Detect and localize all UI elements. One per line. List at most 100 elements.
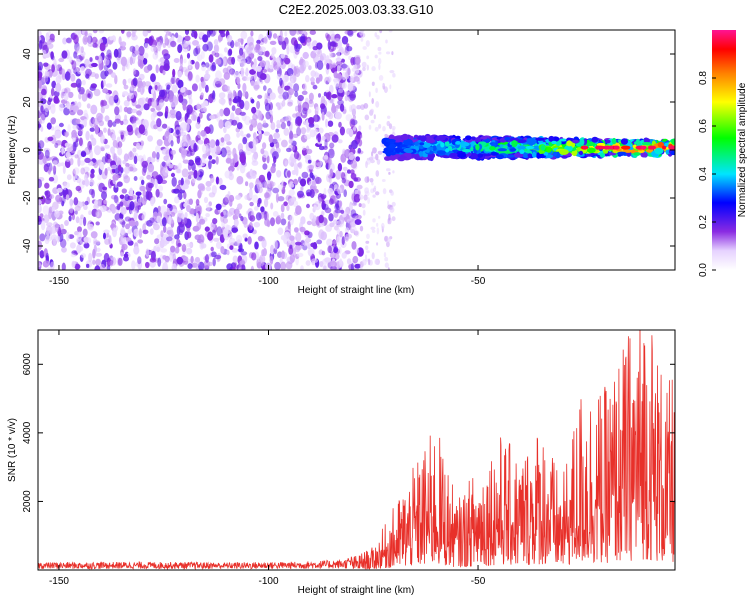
noise-speckle [329,84,334,94]
noise-speckle [305,189,313,197]
noise-speckle [99,161,105,171]
noise-speckle [371,66,376,72]
noise-speckle [309,30,316,35]
noise-speckle [347,30,354,37]
noise-speckle [137,198,142,208]
noise-speckle [139,176,144,181]
noise-speckle [229,245,234,251]
noise-speckle [207,261,213,267]
signal-blob [591,136,599,143]
noise-speckle [245,56,252,65]
noise-speckle [104,144,110,149]
spectrogram-y-ticks: -40 -20 0 20 40 [22,48,675,253]
noise-speckle [362,66,366,72]
noise-speckle [162,69,166,76]
noise-speckle [362,46,367,50]
noise-speckle [220,212,225,217]
noise-speckle [338,246,342,255]
noise-speckle [258,174,266,183]
noise-speckle [224,194,231,203]
signal-blob [432,145,437,152]
noise-speckle [362,209,366,216]
noise-speckle [81,180,86,186]
noise-speckle [289,30,297,36]
noise-speckle [74,205,81,212]
x-tick-label: -150 [49,276,69,287]
noise-speckle [300,186,304,191]
snr-y-ticks: 2000 4000 6000 [22,353,675,513]
noise-speckle [234,40,238,48]
noise-speckle [43,53,51,58]
noise-speckle [113,194,119,204]
noise-speckle [75,58,81,66]
noise-speckle [143,66,150,73]
noise-speckle [274,64,280,71]
noise-speckle [195,203,202,214]
noise-speckle [137,53,144,62]
noise-speckle [123,166,131,174]
signal-blob [620,145,631,150]
noise-speckle [342,166,348,171]
noise-speckle [90,231,98,239]
signal-blob [670,150,675,156]
noise-speckle [174,32,179,39]
noise-speckle [163,225,167,233]
noise-speckle [153,124,158,130]
signal-blob [404,149,414,154]
noise-speckle [371,151,374,157]
noise-speckle [70,253,77,258]
noise-speckle [82,35,88,45]
noise-speckle [128,92,135,100]
noise-speckle [387,267,390,270]
noise-speckle [226,34,233,43]
noise-speckle [74,210,78,215]
noise-speckle [194,256,201,263]
noise-speckle [77,226,82,233]
signal-blob [519,149,525,154]
noise-speckle [41,88,47,96]
noise-speckle [127,151,135,161]
noise-speckle [185,150,193,157]
noise-speckle [283,201,288,207]
noise-speckle [83,216,87,227]
noise-speckle [176,256,184,265]
noise-speckle [214,52,220,58]
noise-speckle [180,86,186,93]
noise-speckle [216,145,221,154]
noise-speckle [255,179,261,186]
noise-speckle [236,103,243,108]
noise-speckle [277,196,285,202]
noise-speckle [88,188,94,195]
noise-speckle [172,253,176,261]
noise-speckle [286,120,291,127]
noise-speckle [43,62,49,67]
noise-speckle [67,124,71,133]
noise-speckle [80,46,84,53]
noise-speckle [49,103,56,108]
noise-speckle [378,75,384,81]
noise-speckle [129,45,136,53]
signal-blob [436,150,447,155]
noise-speckle [299,178,307,187]
noise-speckle [112,174,119,181]
noise-speckle [87,42,94,47]
noise-speckle [66,174,72,181]
noise-speckle [143,52,149,59]
signal-blob [415,153,420,161]
noise-speckle [72,141,77,152]
noise-speckle [337,163,343,172]
noise-speckle [218,92,226,99]
noise-speckle [262,163,268,170]
noise-speckle [338,88,344,94]
signal-blob [540,144,546,151]
noise-speckle [105,54,112,60]
noise-speckle [48,206,53,214]
noise-speckle [253,132,257,140]
noise-speckle [188,171,194,176]
noise-speckle [54,222,59,233]
x-tick-label: -50 [471,276,486,287]
signal-blob [511,140,518,148]
noise-speckle [364,114,370,121]
noise-speckle [224,47,228,53]
signal-blob [394,154,401,158]
